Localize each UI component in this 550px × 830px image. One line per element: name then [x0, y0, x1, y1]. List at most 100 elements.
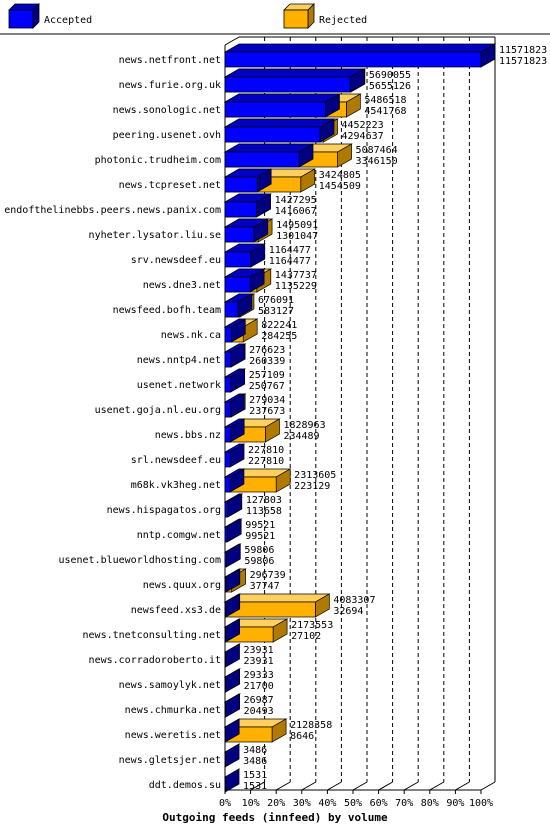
offered-value-label: 276623 — [249, 345, 285, 356]
accepted-value-label: 3346150 — [356, 156, 398, 167]
category-label: m68k.vk3heg.net — [131, 480, 221, 491]
bar-accepted — [223, 518, 243, 543]
accepted-value-label: 1135229 — [275, 281, 317, 292]
legend-swatch-rejected — [283, 3, 315, 29]
category-label: news.quux.org — [143, 580, 221, 591]
floor-gridline — [327, 781, 342, 791]
category-label: usenet.goja.nl.eu.org — [95, 405, 221, 416]
bar-accepted — [223, 218, 270, 243]
x-tick-label: 20% — [267, 798, 285, 809]
offered-value-label: 5486518 — [364, 95, 406, 106]
accepted-value-label: 32694 — [333, 606, 363, 617]
category-label: news.sonologic.net — [113, 105, 221, 116]
x-tick-label: 100% — [469, 798, 493, 809]
category-label: nyheter.lysator.liu.se — [89, 230, 221, 241]
floor-gridline — [250, 781, 265, 791]
x-tick-label: 80% — [421, 798, 439, 809]
accepted-value-label: 8646 — [290, 731, 314, 742]
offered-value-label: 2313605 — [294, 470, 336, 481]
category-label: photonic.trudheim.com — [95, 155, 221, 166]
offered-value-label: 822241 — [261, 320, 297, 331]
bar-accepted — [223, 718, 241, 743]
offered-value-label: 3486 — [243, 745, 267, 756]
legend: Accepted Rejected — [8, 3, 367, 29]
offered-value-label: 59806 — [244, 545, 274, 556]
bar-accepted — [223, 768, 241, 793]
category-label: usenet.blueworldhosting.com — [58, 555, 221, 566]
bar-accepted — [223, 318, 247, 343]
floor-gridline — [275, 781, 291, 791]
floor-right-edge — [480, 781, 496, 791]
floor-gridline — [378, 781, 393, 791]
bar-accepted — [223, 43, 497, 68]
accepted-value-label: 59806 — [244, 556, 274, 567]
offered-value-label: 1437737 — [275, 270, 317, 281]
accepted-value-label: 1416067 — [275, 206, 317, 217]
accepted-value-label: 37747 — [250, 581, 280, 592]
bar-accepted — [223, 418, 246, 443]
category-label: news.bbs.nz — [155, 430, 221, 441]
accepted-value-label: 5655126 — [369, 81, 411, 92]
accepted-value-label: 223129 — [294, 481, 330, 492]
offered-value-label: 29333 — [244, 670, 274, 681]
accepted-value-label: 237673 — [249, 406, 285, 417]
offered-value-label: 5087464 — [356, 145, 398, 156]
bar-accepted — [223, 193, 272, 218]
x-tick-label: 50% — [344, 798, 362, 809]
category-label: newsfeed.bofh.team — [113, 305, 221, 316]
bar-accepted — [223, 593, 242, 618]
bar-accepted — [223, 468, 246, 493]
category-label: news.gletsjer.net — [119, 755, 221, 766]
category-label: endofthelinebbs.peers.news.panix.com — [4, 205, 221, 216]
category-label: srl.newsdeef.eu — [131, 455, 221, 466]
bar-accepted — [223, 293, 254, 318]
category-label: usenet.network — [137, 380, 221, 391]
category-labels: news.netfront.net news.furie.org.uk news.s… — [4, 55, 221, 791]
accepted-value-label: 227810 — [248, 456, 284, 467]
x-tick-label: 70% — [395, 798, 413, 809]
category-label: news.samoylyk.net — [119, 680, 221, 691]
category-label: news.chmurka.net — [125, 705, 221, 716]
x-tick-label: 10% — [242, 798, 260, 809]
wall-top-left-edge — [224, 36, 240, 46]
category-label: news.hispagatos.org — [107, 505, 221, 516]
accepted-value-label: 284255 — [261, 331, 297, 342]
offered-value-label: 4083307 — [333, 595, 375, 606]
category-label: news.tcpreset.net — [119, 180, 221, 191]
x-tick-label: 30% — [293, 798, 311, 809]
bar-accepted — [223, 68, 366, 93]
bar-accepted — [223, 443, 246, 468]
offered-value-label: 1531 — [243, 770, 267, 781]
floor-gridline — [429, 781, 445, 791]
legend-label-rejected: Rejected — [319, 15, 367, 26]
category-label: news.netfront.net — [119, 55, 221, 66]
bar-accepted — [223, 143, 315, 168]
category-label: ddt.demos.su — [149, 780, 221, 791]
bar-accepted — [223, 393, 246, 418]
offered-value-label: 11571823 — [499, 45, 547, 56]
bar-accepted — [223, 118, 336, 143]
x-tick-label: 90% — [446, 798, 464, 809]
bar-accepted — [223, 543, 242, 568]
bar-accepted — [223, 743, 241, 768]
category-label: peering.usenet.ovh — [113, 130, 221, 141]
category-label: newsfeed.xs3.de — [131, 605, 221, 616]
category-label: news.nk.ca — [161, 330, 221, 341]
offered-value-label: 127803 — [246, 495, 282, 506]
offered-value-label: 2173553 — [291, 620, 333, 631]
bar-accepted — [223, 368, 246, 393]
offered-value-label: 5690055 — [369, 70, 411, 81]
accepted-value-label: 4541768 — [364, 106, 406, 117]
category-label: news.nntp4.net — [137, 355, 221, 366]
grid — [224, 36, 496, 791]
offered-value-label: 296739 — [250, 570, 286, 581]
offered-value-label: 1164477 — [269, 245, 311, 256]
offered-value-label: 26987 — [244, 695, 274, 706]
accepted-value-label: 583127 — [258, 306, 294, 317]
category-label: news.weretis.net — [125, 730, 221, 741]
category-label: news.furie.org.uk — [119, 80, 221, 91]
offered-value-label: 1495091 — [276, 220, 318, 231]
accepted-value-label: 3486 — [243, 756, 267, 767]
accepted-value-label: 1164477 — [269, 256, 311, 267]
